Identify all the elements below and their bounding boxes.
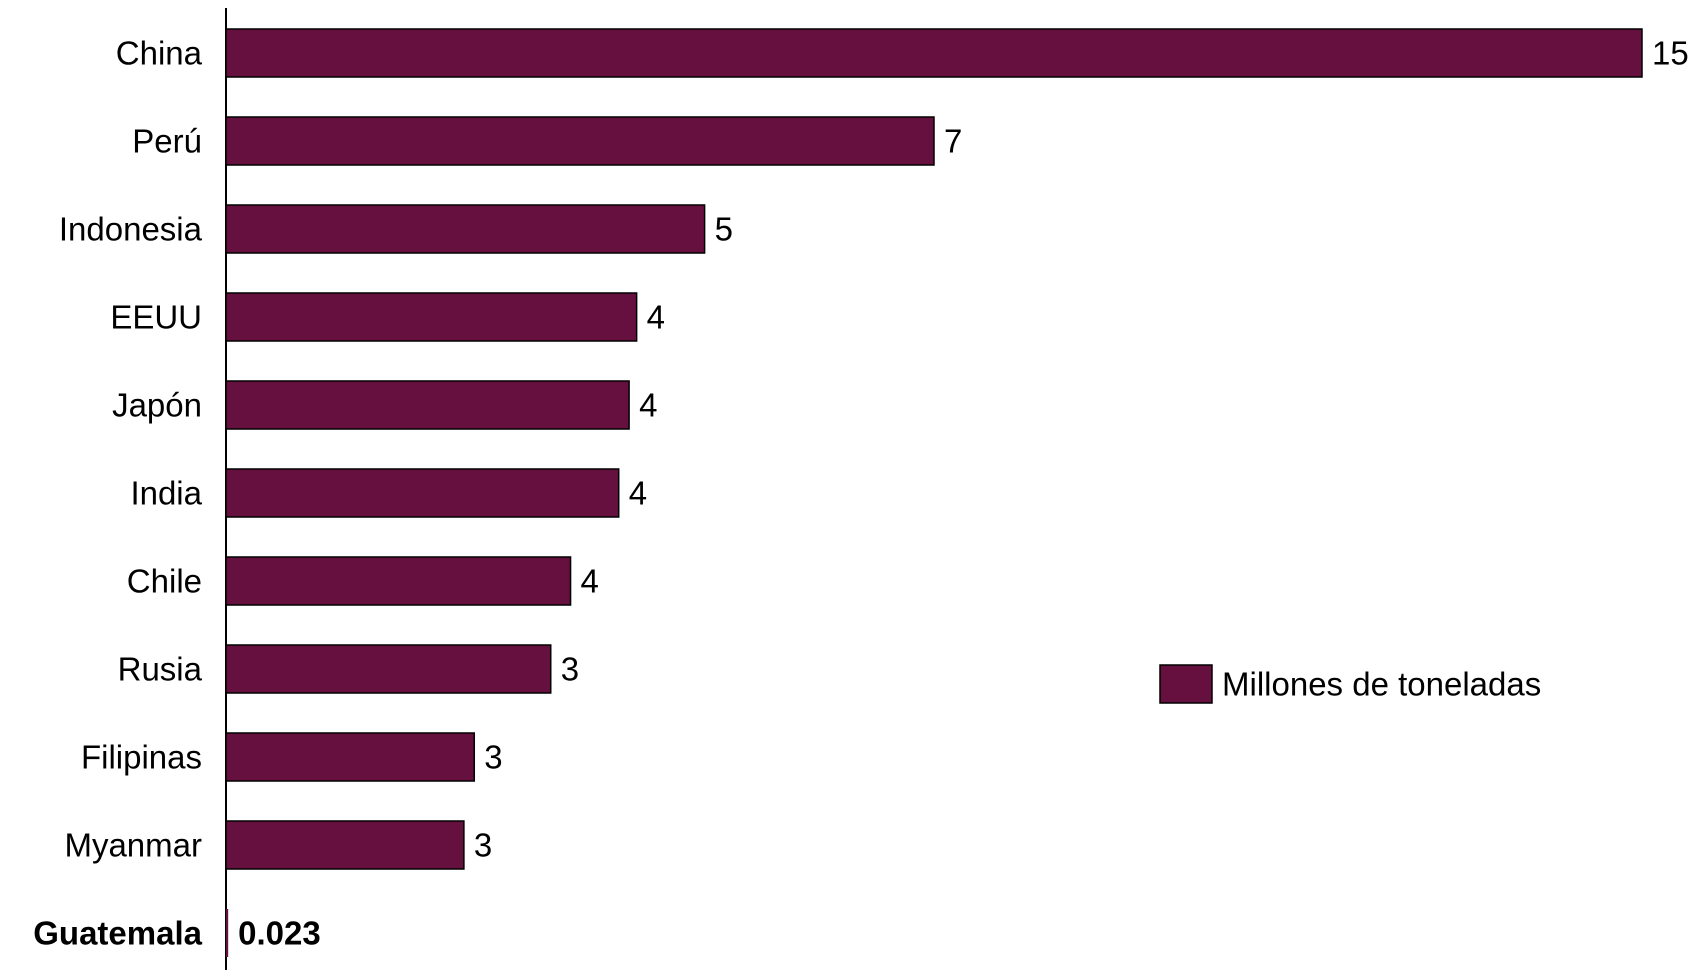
bar-japon xyxy=(225,380,630,430)
value-label-india: 4 xyxy=(629,475,647,512)
value-label-indonesia: 5 xyxy=(715,211,733,248)
category-label-guatemala: Guatemala xyxy=(33,915,202,952)
bar-chile xyxy=(225,556,572,606)
bar-india xyxy=(225,468,620,518)
value-label-china: 15 xyxy=(1652,35,1689,72)
category-labels-group: China Perú Indonesia EEUU Japón India Chile Rus… xyxy=(33,35,202,952)
value-label-myanmar: 3 xyxy=(474,827,492,864)
value-label-peru: 7 xyxy=(944,123,962,160)
bar-rusia xyxy=(225,644,552,694)
value-label-rusia: 3 xyxy=(561,651,579,688)
category-label-eeuu: EEUU xyxy=(110,299,202,336)
value-label-chile: 4 xyxy=(581,563,599,600)
bar-filipinas xyxy=(225,732,476,782)
category-label-india: India xyxy=(130,475,202,512)
legend-swatch xyxy=(1159,664,1213,704)
category-label-peru: Perú xyxy=(132,123,202,160)
bar-indonesia xyxy=(225,204,706,254)
category-label-filipinas: Filipinas xyxy=(81,739,202,776)
bar-china xyxy=(225,28,1643,78)
legend: Millones de toneladas xyxy=(1159,664,1541,704)
category-label-indonesia: Indonesia xyxy=(59,211,203,248)
category-label-myanmar: Myanmar xyxy=(64,827,202,864)
bar-peru xyxy=(225,116,935,166)
category-label-china: China xyxy=(116,35,203,72)
category-label-rusia: Rusia xyxy=(118,651,203,688)
bars-group xyxy=(225,28,1643,957)
value-labels-group: 15 7 5 4 4 4 4 3 3 3 0.023 xyxy=(238,35,1689,952)
category-label-japon: Japón xyxy=(112,387,202,424)
value-label-eeuu: 4 xyxy=(647,299,665,336)
value-label-filipinas: 3 xyxy=(484,739,502,776)
bar-myanmar xyxy=(225,820,465,870)
value-label-japon: 4 xyxy=(639,387,657,424)
legend-label: Millones de toneladas xyxy=(1222,666,1541,703)
bar-eeuu xyxy=(225,292,638,342)
value-label-guatemala: 0.023 xyxy=(238,915,321,952)
category-label-chile: Chile xyxy=(127,563,202,600)
bar-guatemala xyxy=(226,909,229,957)
